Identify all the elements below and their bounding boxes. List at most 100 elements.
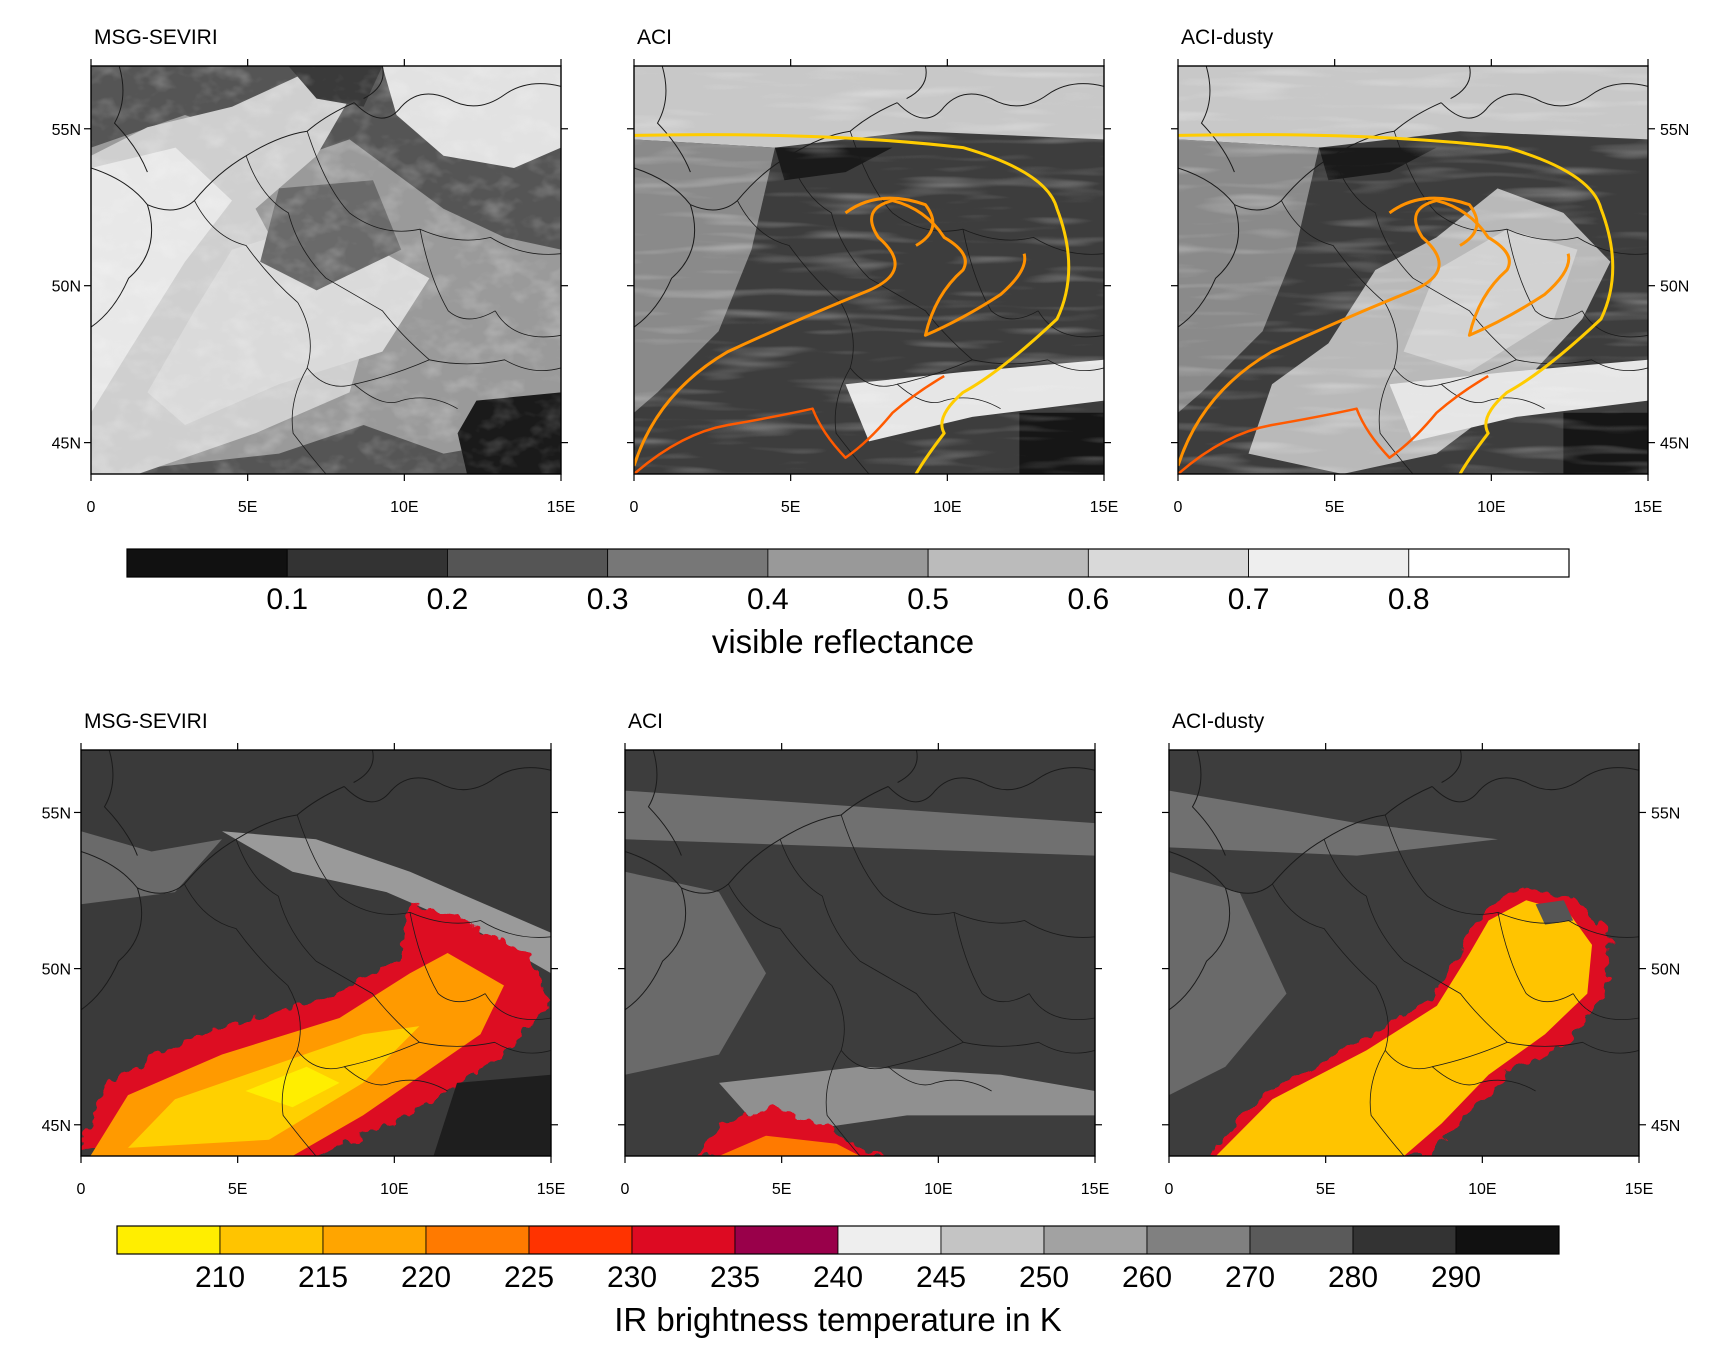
lat-tick-label: 45N <box>1651 1118 1680 1135</box>
plume-contours <box>1178 133 1615 474</box>
lon-tick-label: 0 <box>87 499 96 516</box>
lon-tick-label: 0 <box>630 499 639 516</box>
map-field <box>1169 750 1639 1156</box>
contour-orange-inner <box>1388 196 1479 247</box>
cold-cloud-peak <box>245 1066 340 1108</box>
country-border <box>245 155 327 279</box>
lon-tick-label: 5E <box>781 499 801 516</box>
lon-tick-label: 10E <box>390 499 418 516</box>
coastline <box>1178 204 1240 328</box>
colorbar-label: 0.5 <box>907 583 949 616</box>
lon-tick-label: 15E <box>1081 1181 1109 1198</box>
coastline <box>81 887 143 1011</box>
coastline <box>353 750 374 783</box>
colorbar-label: 0.4 <box>747 583 789 616</box>
coastline <box>625 786 889 894</box>
country-border <box>409 912 486 1003</box>
lon-tick-label: 0 <box>77 1181 86 1198</box>
panel-title: MSG-SEVIRI <box>94 26 218 49</box>
map-frame <box>90 65 562 475</box>
country-border <box>1369 1050 1405 1156</box>
colorbar-label: 260 <box>1122 1261 1172 1294</box>
map-panel-1-2: ACI-dusty 0 5E 10E 15E 45N 50N 55N <box>1162 710 1680 1198</box>
country-border <box>953 912 1030 1003</box>
coastline <box>1200 66 1235 173</box>
coastline <box>906 66 927 100</box>
cloud-hole <box>1535 900 1574 925</box>
colorbar-swatch <box>425 1225 530 1255</box>
country-border <box>1332 155 1414 279</box>
country-border <box>281 1050 317 1156</box>
cloud-south <box>719 1066 1095 1136</box>
colorbar-title: visible reflectance <box>712 623 974 660</box>
map-frame <box>1177 65 1649 475</box>
coastline <box>1169 786 1433 894</box>
panel-title: ACI <box>628 710 663 733</box>
colorbar-swatch <box>607 548 769 578</box>
contour-orange-inner <box>844 196 935 247</box>
colorbar-swatch <box>1455 1225 1560 1255</box>
map-field <box>625 750 1095 1156</box>
contour-orange <box>1178 199 1571 467</box>
colorbar-swatch <box>837 1225 942 1255</box>
lon-tick-label: 15E <box>537 1181 565 1198</box>
map-field <box>634 66 1104 474</box>
map-panel-1-1: ACI 0 5E 10E 15E <box>618 710 1109 1198</box>
country-border <box>868 277 973 361</box>
country-border <box>1037 310 1104 338</box>
cloud-west <box>1169 871 1287 1096</box>
colorbar-label: 270 <box>1225 1261 1275 1294</box>
colorbar-swatch <box>116 1225 221 1255</box>
colorbar-label: 0.6 <box>1067 583 1109 616</box>
colorbar-swatch <box>631 1225 736 1255</box>
coastline <box>1450 66 1471 100</box>
panel-title: ACI <box>637 26 672 49</box>
colorbar-swatch <box>219 1225 324 1255</box>
cold-spots-core <box>719 1135 860 1156</box>
coastline <box>1431 767 1639 803</box>
country-border <box>728 883 833 986</box>
lon-tick-label: 5E <box>1325 499 1345 516</box>
coastline <box>647 750 682 856</box>
country-border <box>840 302 1104 387</box>
colorbar-swatch <box>1146 1225 1251 1255</box>
lon-tick-label: 10E <box>380 1181 408 1198</box>
panel-title: MSG-SEVIRI <box>84 710 208 733</box>
contour-yellow <box>634 133 1071 474</box>
lat-tick-label: 55N <box>52 122 81 139</box>
country-border <box>834 367 870 474</box>
colorbar-frame <box>126 548 1570 578</box>
country-border <box>494 310 561 338</box>
lat-tick-label: 45N <box>42 1118 71 1135</box>
colorbar-swatch <box>1249 1225 1354 1255</box>
country-border <box>831 985 1095 1070</box>
map-panel-1-0: MSG-SEVIRI 0 5E 10E 15E 45N 50N 55N <box>42 710 566 1198</box>
colorbar-label: 0.2 <box>427 583 469 616</box>
country-border <box>287 985 551 1070</box>
colorbar-swatch <box>126 548 288 578</box>
panel-title: ACI-dusty <box>1172 710 1265 733</box>
lon-tick-label: 0 <box>1174 499 1183 516</box>
colorbar-0: 0.1 0.2 0.3 0.4 0.5 0.6 0.7 0.8 visible reflecta… <box>126 548 1570 660</box>
country-border <box>419 229 496 320</box>
cloud-gray <box>1169 790 1498 856</box>
coastline <box>113 66 148 173</box>
lon-tick-label: 5E <box>238 499 258 516</box>
colorbar-label: 0.3 <box>587 583 629 616</box>
country-border <box>1323 839 1405 962</box>
colorbar-label: 230 <box>607 1261 657 1294</box>
lon-tick-label: 10E <box>1468 1181 1496 1198</box>
lon-tick-label: 15E <box>1625 1181 1653 1198</box>
colorbar-swatch <box>322 1225 427 1255</box>
contour-orange <box>634 199 1027 467</box>
colorbar-swatch <box>927 548 1089 578</box>
lon-tick-label: 5E <box>228 1181 248 1198</box>
coastline <box>1169 887 1231 1011</box>
colorbar-swatch <box>286 548 448 578</box>
map-field <box>81 750 551 1156</box>
colorbar-swatch <box>1248 548 1410 578</box>
country-border <box>1281 200 1386 303</box>
coastline <box>625 887 687 1011</box>
map-field <box>91 66 561 474</box>
